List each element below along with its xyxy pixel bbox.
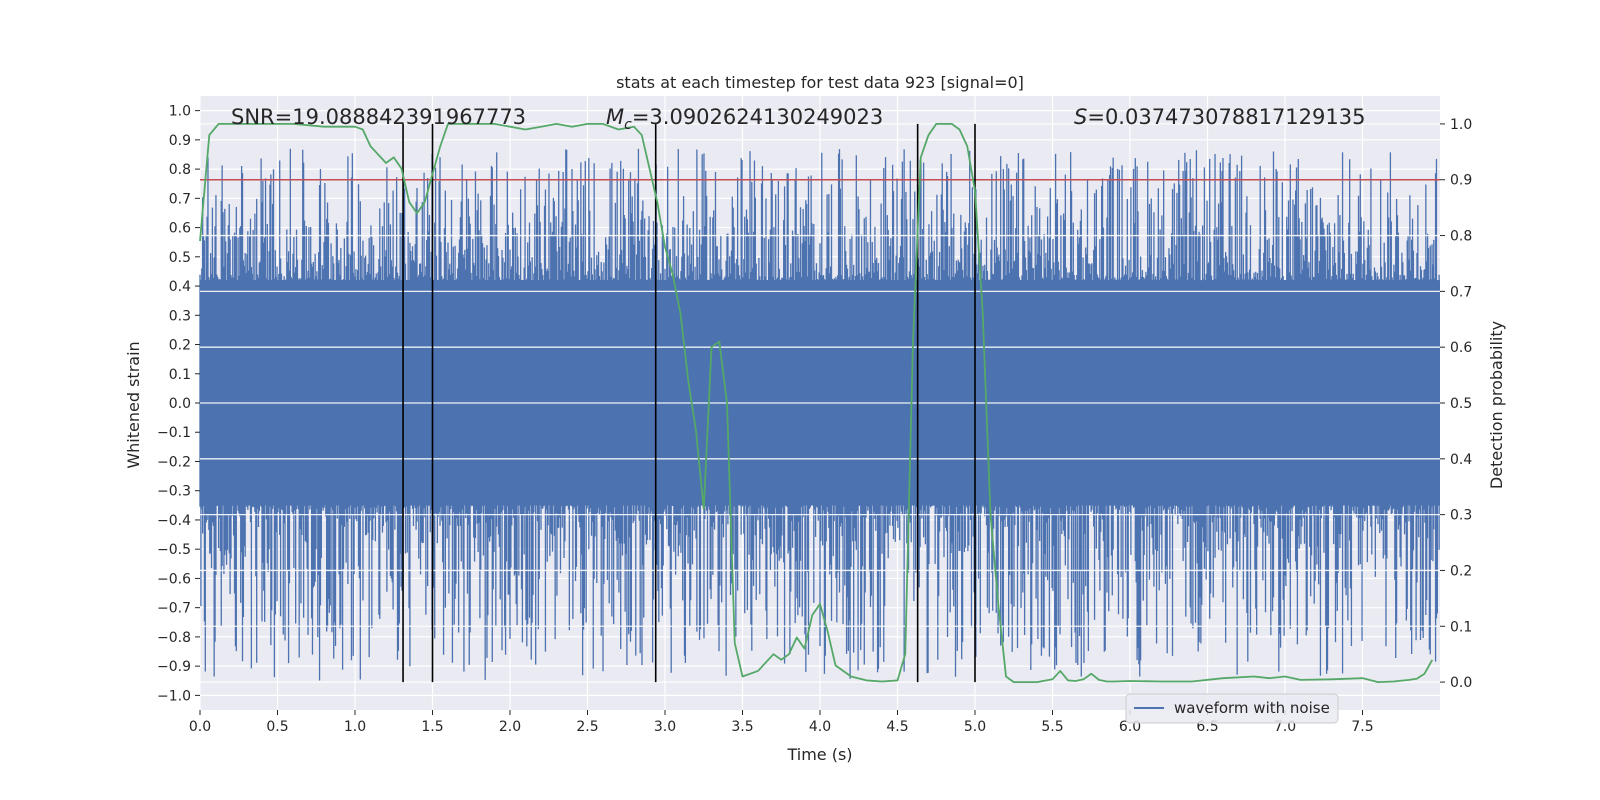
x-tick-label: 5.0 xyxy=(964,719,986,735)
y2-tick-label: 0.3 xyxy=(1450,508,1472,524)
x-tick-label: 3.0 xyxy=(654,719,676,735)
y-tick-label: −0.7 xyxy=(157,601,191,617)
y2-tick-label: 0.6 xyxy=(1450,340,1472,356)
y-tick-label: −0.5 xyxy=(157,542,191,558)
y-tick-label: 0.8 xyxy=(169,162,191,178)
y-tick-label: 0.6 xyxy=(169,221,191,237)
y2-tick-label: 0.9 xyxy=(1450,173,1472,189)
waveform-series xyxy=(199,148,1440,681)
x-tick-label: 7.5 xyxy=(1351,719,1373,735)
y-tick-label: 0.7 xyxy=(169,191,191,207)
probability-line xyxy=(199,123,1434,683)
s-symbol: S xyxy=(1074,105,1087,129)
x-tick-label: 0.0 xyxy=(189,719,211,735)
waveform-line xyxy=(199,148,1440,681)
probability-series xyxy=(199,123,1434,683)
x-tick-label: 3.5 xyxy=(731,719,753,735)
x-tick-label: 1.0 xyxy=(344,719,366,735)
x-tick-label: 5.5 xyxy=(1041,719,1063,735)
chart-title: stats at each timestep for test data 923… xyxy=(616,73,1024,92)
y-tick-label: −0.2 xyxy=(157,454,191,470)
legend: waveform with noise xyxy=(1125,693,1339,724)
y-axis-ticks: 1.0 0.9 0.8 0.7 0.6 0.5 0.4 0.3 0.2 0.1 0.0 −0.1 −0.… xyxy=(157,104,200,704)
x-tick-label: 2.0 xyxy=(499,719,521,735)
x-tick-label: 1.5 xyxy=(421,719,443,735)
y-tick-label: 0.3 xyxy=(169,308,191,324)
y2-tick-label: 0.0 xyxy=(1450,675,1472,691)
legend-box xyxy=(1125,693,1339,724)
x-tick-label: 4.5 xyxy=(886,719,908,735)
y2-tick-label: 1.0 xyxy=(1450,117,1472,133)
y-tick-label: −0.6 xyxy=(157,571,191,587)
y2-tick-label: 0.5 xyxy=(1450,396,1472,412)
y-tick-label: −0.9 xyxy=(157,659,191,675)
y2-axis-label: Detection probability xyxy=(1487,321,1506,489)
y-tick-label: −0.4 xyxy=(157,513,191,529)
y2-tick-label: 0.4 xyxy=(1450,452,1472,468)
y2-tick-label: 0.8 xyxy=(1450,229,1472,245)
y2-tick-label: 0.1 xyxy=(1450,619,1472,635)
y-tick-label: 1.0 xyxy=(169,104,191,120)
chirp-mass-annotation: Mc=3.0902624130249023 xyxy=(606,105,883,133)
y-tick-label: 0.2 xyxy=(169,338,191,354)
y-tick-label: −0.1 xyxy=(157,425,191,441)
y-tick-label: 0.4 xyxy=(169,279,191,295)
x-tick-label: 4.0 xyxy=(809,719,831,735)
chirp-mass-symbol: M xyxy=(606,105,624,129)
s-annotation: S=0.037473078817129135 xyxy=(1074,105,1365,129)
x-tick-label: 2.5 xyxy=(576,719,598,735)
legend-label: waveform with noise xyxy=(1174,699,1330,717)
y-tick-label: 0.5 xyxy=(169,250,191,266)
s-value: =0.037473078817129135 xyxy=(1087,105,1365,129)
y-tick-label: 0.0 xyxy=(169,396,191,412)
x-tick-label: 0.5 xyxy=(266,719,288,735)
y-tick-label: −0.3 xyxy=(157,484,191,500)
snr-annotation: SNR=19.088842391967773 xyxy=(231,105,526,129)
y-tick-label: −1.0 xyxy=(157,688,191,704)
y-tick-label: 0.1 xyxy=(169,367,191,383)
y2-tick-label: 0.7 xyxy=(1450,284,1472,300)
y-tick-label: 0.9 xyxy=(169,133,191,149)
chirp-mass-value: =3.0902624130249023 xyxy=(632,105,883,129)
y-axis-label: Whitened strain xyxy=(124,341,143,468)
x-axis-label: Time (s) xyxy=(786,745,852,764)
y-tick-label: −0.8 xyxy=(157,630,191,646)
y2-axis-ticks: 1.0 0.9 0.8 0.7 0.6 0.5 0.4 0.3 0.2 0.1 0.0 xyxy=(1440,117,1472,691)
y2-tick-label: 0.2 xyxy=(1450,563,1472,579)
chirp-mass-subscript: c xyxy=(624,117,632,133)
